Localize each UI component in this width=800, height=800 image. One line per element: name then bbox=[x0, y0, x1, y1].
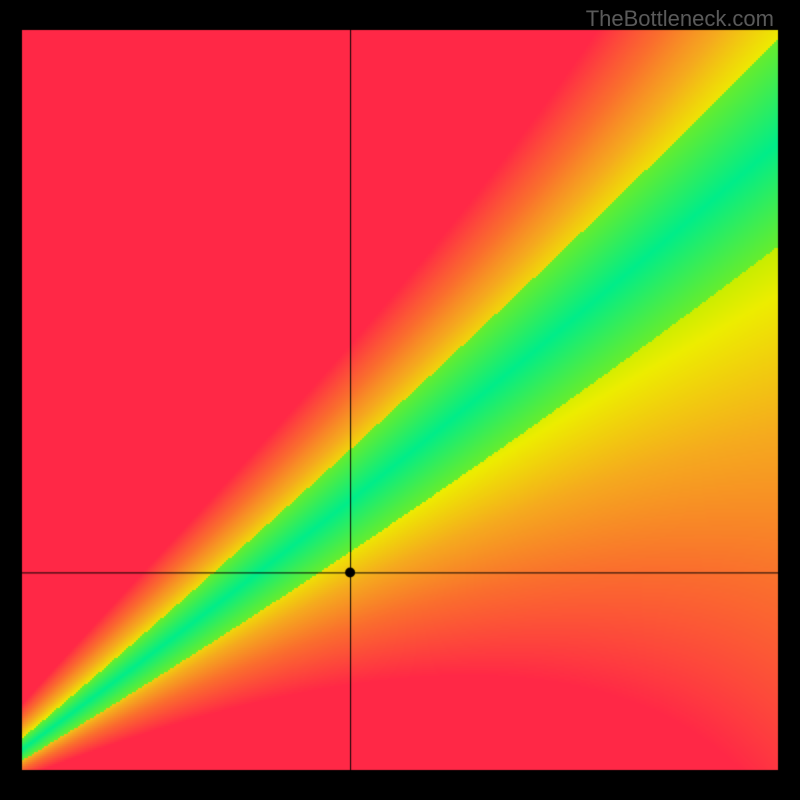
bottleneck-heatmap bbox=[0, 0, 800, 800]
chart-container: TheBottleneck.com bbox=[0, 0, 800, 800]
watermark-text: TheBottleneck.com bbox=[586, 6, 774, 32]
